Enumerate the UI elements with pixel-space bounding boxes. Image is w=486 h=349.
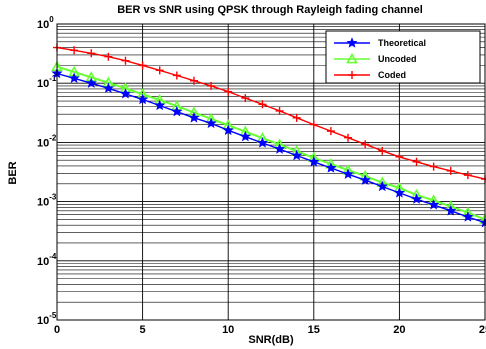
- data-point-coded: [326, 127, 335, 136]
- data-point-coded: [378, 146, 387, 155]
- legend-marker-uncoded: [346, 52, 358, 64]
- data-point-coded: [361, 140, 370, 149]
- data-point-coded: [412, 157, 421, 166]
- legend-marker-coded: [348, 71, 356, 79]
- data-point-coded: [155, 66, 164, 75]
- data-point-coded: [241, 94, 250, 103]
- data-point-theoretical: [359, 174, 371, 185]
- data-point-coded: [138, 61, 147, 70]
- series-theoretical: [51, 67, 486, 228]
- data-point-theoretical: [222, 124, 234, 136]
- plot-border: [56, 23, 486, 321]
- data-point-theoretical: [445, 205, 457, 216]
- data-point-theoretical: [188, 111, 200, 123]
- series-group: [51, 43, 486, 228]
- chart-title: BER vs SNR using QPSK through Rayleigh f…: [117, 4, 423, 16]
- legend-label-coded: Coded: [378, 70, 406, 80]
- data-point-coded: [344, 133, 353, 142]
- data-point-theoretical: [274, 143, 286, 154]
- data-point-theoretical: [342, 168, 354, 179]
- data-point-coded: [446, 166, 455, 175]
- data-point-coded: [275, 106, 284, 115]
- x-tick-label: 25: [479, 324, 486, 336]
- data-point-theoretical: [462, 211, 474, 222]
- data-point-coded: [207, 81, 216, 90]
- data-point-theoretical: [376, 180, 388, 192]
- series-coded: [53, 43, 486, 184]
- x-tick-label: 15: [308, 324, 320, 336]
- data-point-coded: [258, 100, 267, 109]
- grid: [56, 24, 486, 321]
- data-point-theoretical: [154, 99, 166, 111]
- data-point-theoretical: [411, 193, 423, 204]
- x-tick-label: 10: [222, 324, 234, 336]
- data-point-theoretical: [325, 162, 337, 173]
- y-tick-label: 10-4: [37, 252, 57, 268]
- x-tick-label: 5: [140, 324, 146, 336]
- y-tick-label: 10-3: [37, 193, 57, 209]
- x-axis-label: SNR(dB): [248, 334, 294, 346]
- data-point-theoretical: [239, 130, 251, 142]
- data-point-theoretical: [256, 137, 268, 148]
- data-point-theoretical: [308, 156, 320, 167]
- y-axis-label: BER: [7, 161, 19, 184]
- x-axis-ticks: 0 5 10 15 20 25: [54, 324, 486, 336]
- data-point-theoretical: [428, 199, 440, 210]
- data-point-coded: [309, 120, 318, 129]
- data-point-coded: [87, 49, 96, 58]
- data-point-theoretical: [393, 187, 405, 198]
- y-tick-label: 10-5: [37, 311, 57, 327]
- data-point-theoretical: [68, 72, 80, 83]
- data-point-theoretical: [205, 117, 217, 129]
- data-point-coded: [121, 56, 130, 65]
- data-point-coded: [292, 113, 301, 122]
- data-point-theoretical: [85, 77, 97, 88]
- legend-label-theoretical: Theoretical: [378, 38, 426, 48]
- y-tick-label: 10-2: [37, 133, 57, 149]
- data-point-coded: [189, 76, 198, 85]
- y-tick-label: 100: [37, 15, 54, 31]
- data-point-theoretical: [291, 149, 303, 161]
- legend: Theoretical Uncoded Coded: [325, 30, 481, 84]
- x-tick-label: 0: [54, 324, 60, 336]
- data-point-coded: [463, 171, 472, 180]
- data-point-theoretical: [119, 88, 131, 99]
- data-point-coded: [70, 46, 79, 55]
- data-point-theoretical: [137, 93, 149, 105]
- legend-label-uncoded: Uncoded: [378, 54, 417, 64]
- series-line-coded: [56, 46, 486, 180]
- data-point-theoretical: [171, 105, 183, 117]
- data-point-theoretical: [102, 82, 114, 93]
- y-tick-label: 10-1: [37, 74, 57, 90]
- x-tick-label: 20: [393, 324, 405, 336]
- data-point-coded: [395, 152, 404, 161]
- data-point-coded: [172, 71, 181, 80]
- data-point-coded: [224, 87, 233, 96]
- data-point-coded: [429, 162, 438, 171]
- legend-marker-theoretical: [346, 37, 358, 48]
- y-axis-ticks: 100 10-1 10-2 10-3 10-4 10-5: [37, 15, 57, 327]
- data-point-coded: [104, 52, 113, 61]
